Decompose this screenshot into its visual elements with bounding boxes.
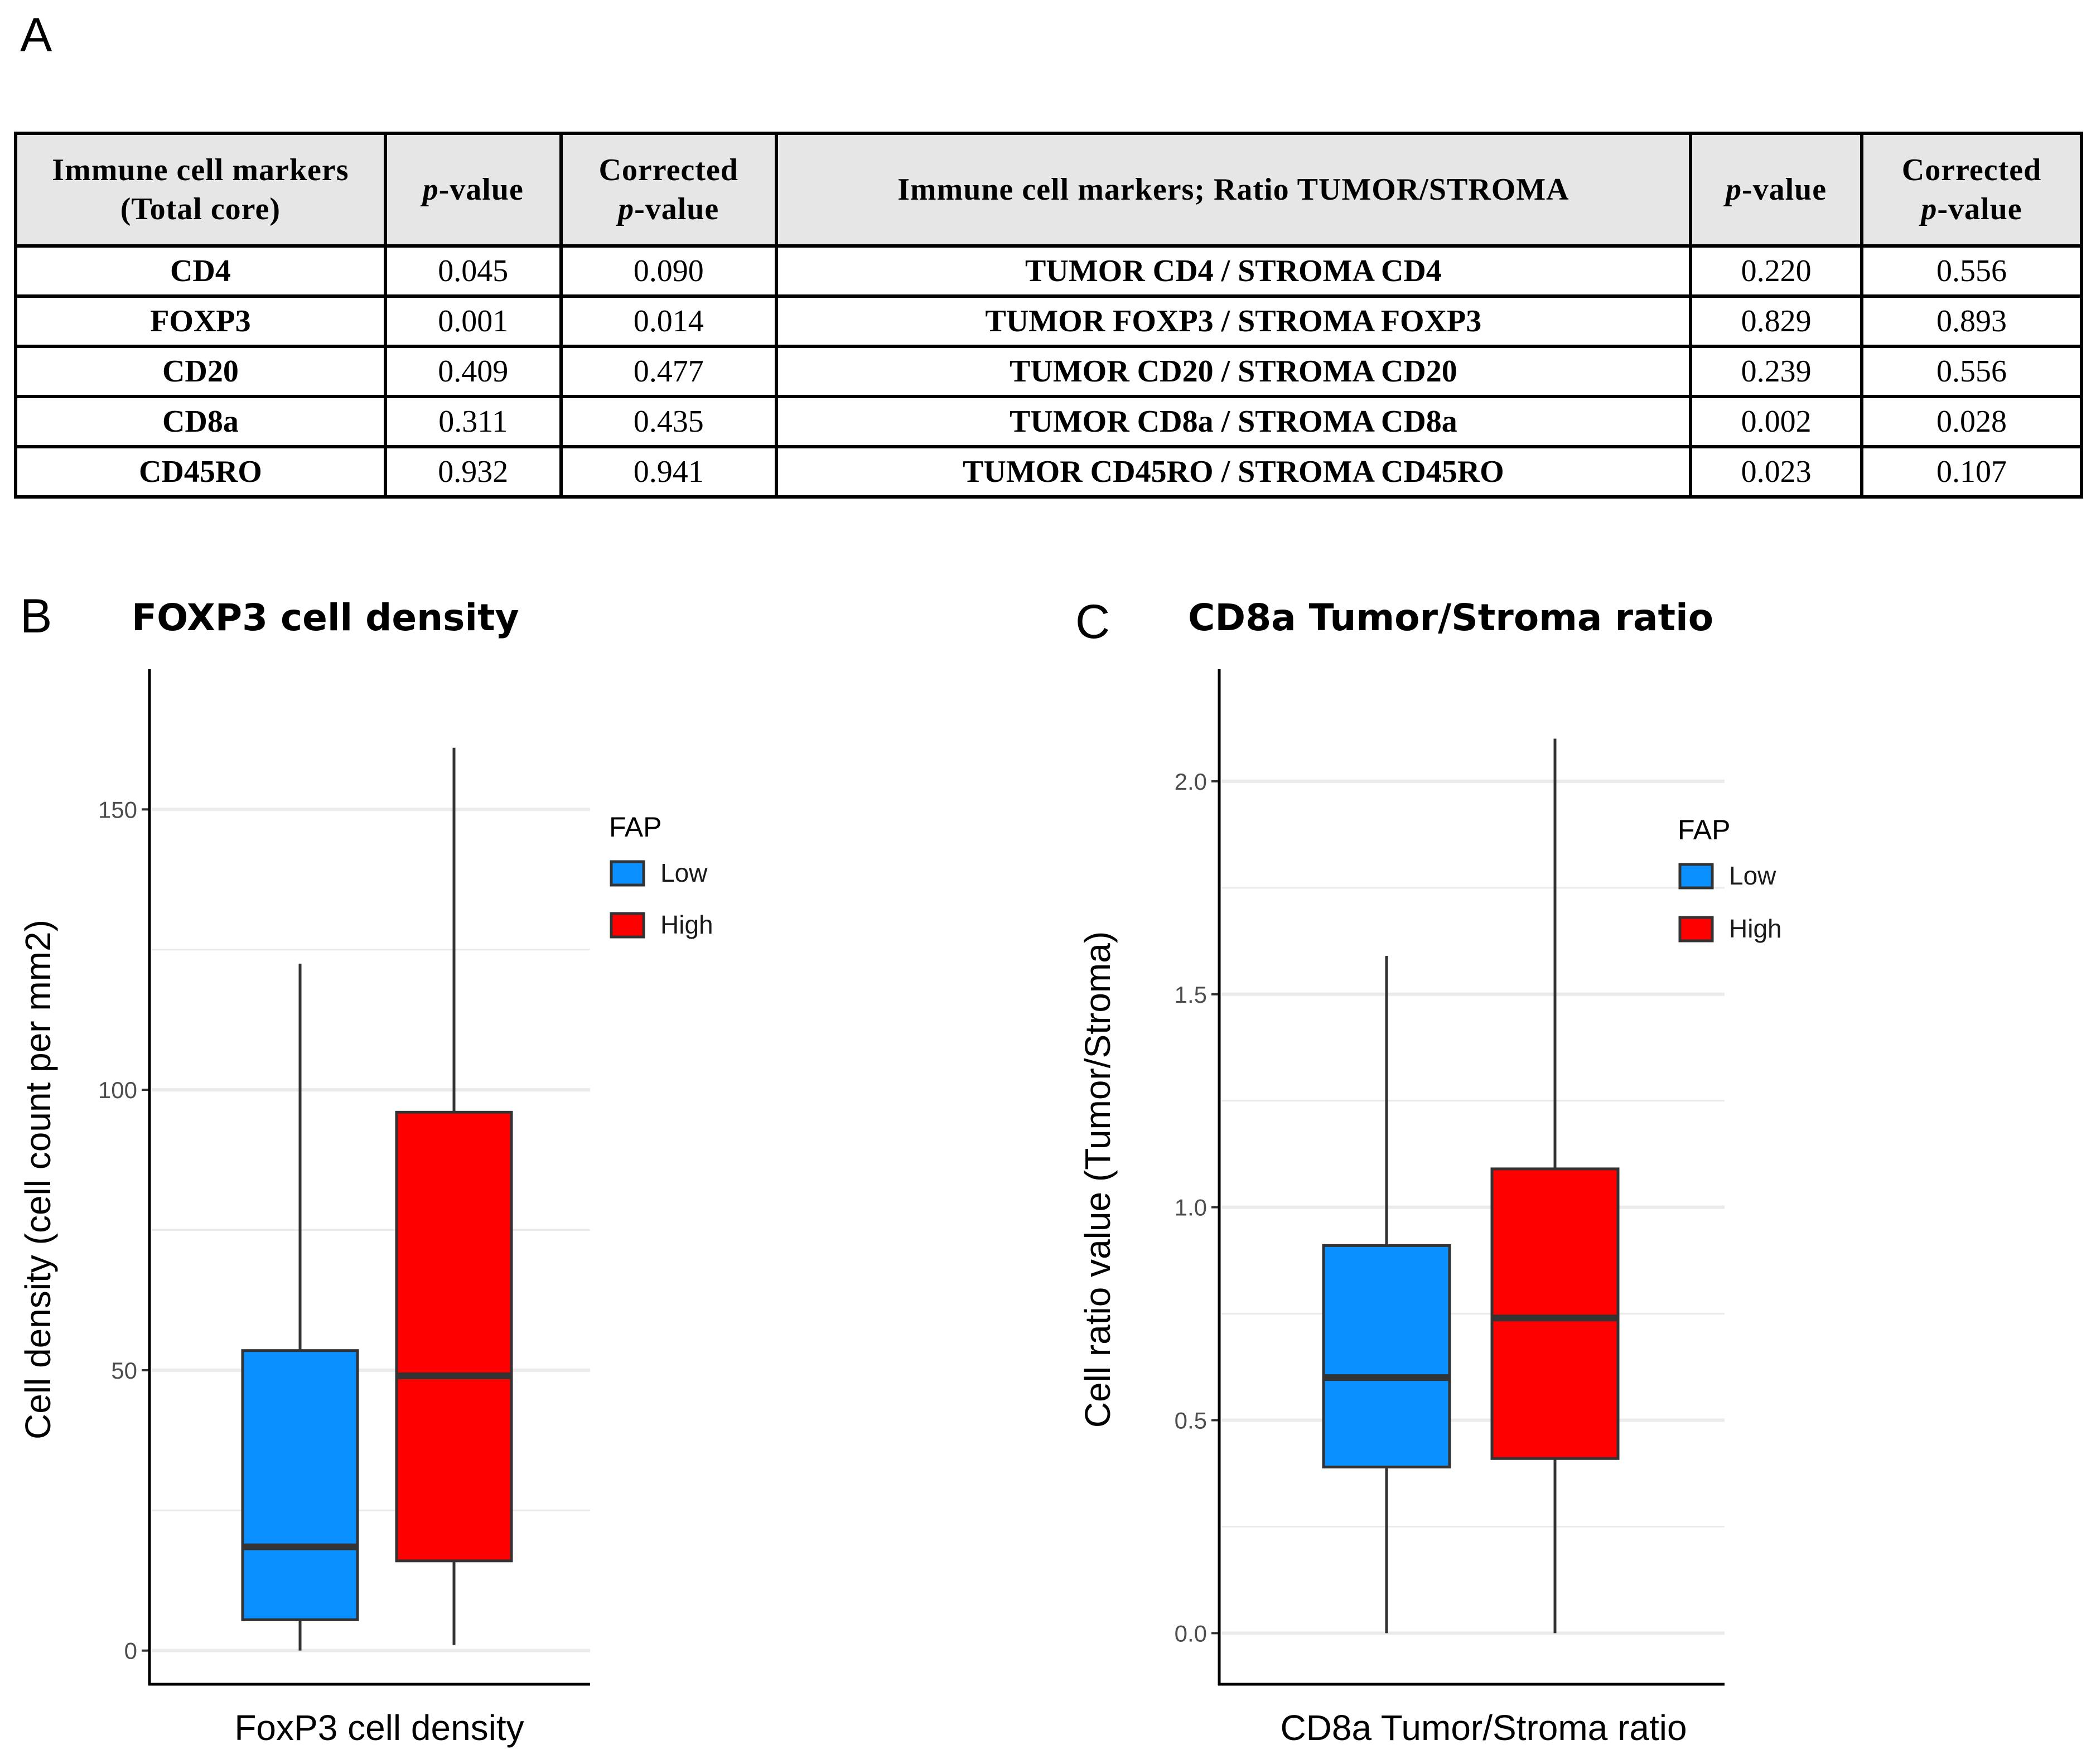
y-tick-label: 2.0 [1175,769,1207,795]
header-ratio-markers: Immune cell markers; Ratio TUMOR/STROMA [774,132,1693,248]
corrected-p-value-cell: 0.435 [559,395,778,448]
ratio-corrected-p-value-cell: 0.028 [1860,395,2083,448]
legend-swatch-high [610,912,645,939]
legend-title: FAP [609,811,661,843]
ratio-marker-cell: TUMOR CD8a / STROMA CD8a [774,395,1693,448]
foxp3-chart-title: FOXP3 cell density [132,596,519,639]
header-p-value: p-value [383,132,563,248]
box-low [241,1349,359,1621]
panel-label-c: C [1075,595,1110,649]
legend-label: Low [1729,861,1776,890]
ratio-p-value-cell: 0.002 [1689,395,1864,448]
ratio-corrected-p-value-cell: 0.556 [1860,345,2083,398]
y-tick-label: 100 [98,1077,137,1103]
y-tick-label: 150 [98,796,137,823]
ratio-p-value-cell: 0.829 [1689,294,1864,348]
table-row: CD45RO 0.932 0.941 TUMOR CD45RO / STROMA… [14,445,2083,499]
legend-swatch-low [1678,863,1714,890]
ratio-corrected-p-value-cell: 0.556 [1860,244,2083,298]
panel-label-b: B [20,589,52,643]
corrected-p-value-cell: 0.014 [559,294,778,348]
box-high [1490,1167,1620,1460]
header-ratio-corrected-p-value: Corrected p-value [1860,132,2083,248]
legend-title: FAP [1678,814,1730,845]
cd8a-chart-title: CD8a Tumor/Stroma ratio [1188,596,1714,639]
panel-label-a: A [20,8,52,62]
x-axis-title: CD8a Tumor/Stroma ratio [1280,1708,1687,1748]
y-tick-label: 0 [124,1638,137,1664]
header-ratio-p-value: p-value [1689,132,1864,248]
p-value-cell: 0.045 [383,244,563,298]
box-low [1322,1244,1451,1469]
legend-swatch-low [610,860,645,887]
ratio-marker-cell: TUMOR FOXP3 / STROMA FOXP3 [774,294,1693,348]
table-row: CD4 0.045 0.090 TUMOR CD4 / STROMA CD4 0… [14,244,2083,298]
p-value-cell: 0.409 [383,345,563,398]
ratio-p-value-cell: 0.023 [1689,445,1864,499]
marker-cell: CD20 [14,345,387,398]
table-row: CD8a 0.311 0.435 TUMOR CD8a / STROMA CD8… [14,395,2083,448]
p-value-cell: 0.311 [383,395,563,448]
ratio-corrected-p-value-cell: 0.893 [1860,294,2083,348]
y-tick-label: 1.0 [1175,1195,1207,1221]
marker-cell: CD4 [14,244,387,298]
p-value-cell: 0.001 [383,294,563,348]
y-axis-title: Cell ratio value (Tumor/Stroma) [1078,931,1118,1428]
header-corrected-p-value: Corrected p-value [559,132,778,248]
marker-cell: FOXP3 [14,294,387,348]
cd8a-boxplot-chart: 0.0 0.5 1.0 1.5 2.0 Cell ratio value (Tumor/S… [1078,669,1782,1748]
y-tick-label: 0.5 [1175,1407,1207,1433]
p-value-cell: 0.932 [383,445,563,499]
corrected-p-value-cell: 0.477 [559,345,778,398]
header-total-core-markers: Immune cell markers (Total core) [14,132,387,248]
marker-cell: CD8a [14,395,387,448]
y-tick-label: 1.5 [1175,982,1207,1008]
y-tick-label: 50 [111,1357,137,1384]
box-high [395,1110,513,1563]
table-row: CD20 0.409 0.477 TUMOR CD20 / STROMA CD2… [14,345,2083,398]
legend-label: High [660,910,713,939]
ratio-p-value-cell: 0.239 [1689,345,1864,398]
corrected-p-value-cell: 0.090 [559,244,778,298]
table-header-row: Immune cell markers (Total core) p-value … [14,132,2083,248]
legend-label: High [1729,914,1782,943]
ratio-marker-cell: TUMOR CD4 / STROMA CD4 [774,244,1693,298]
y-tick-label: 0.0 [1175,1620,1207,1646]
corrected-p-value-cell: 0.941 [559,445,778,499]
marker-cell: CD45RO [14,445,387,499]
legend-label: Low [660,858,708,887]
y-axis-title: Cell density (cell count per mm2) [18,920,58,1439]
ratio-marker-cell: TUMOR CD20 / STROMA CD20 [774,345,1693,398]
ratio-p-value-cell: 0.220 [1689,244,1864,298]
ratio-marker-cell: TUMOR CD45RO / STROMA CD45RO [774,445,1693,499]
foxp3-boxplot-chart: 0 50 100 150 Cell density (cell count per mm… [18,669,713,1748]
statistics-table: Immune cell markers (Total core) p-value … [14,132,2083,499]
x-axis-title: FoxP3 cell density [234,1708,524,1748]
table-row: FOXP3 0.001 0.014 TUMOR FOXP3 / STROMA F… [14,294,2083,348]
ratio-corrected-p-value-cell: 0.107 [1860,445,2083,499]
legend-swatch-high [1678,916,1714,943]
